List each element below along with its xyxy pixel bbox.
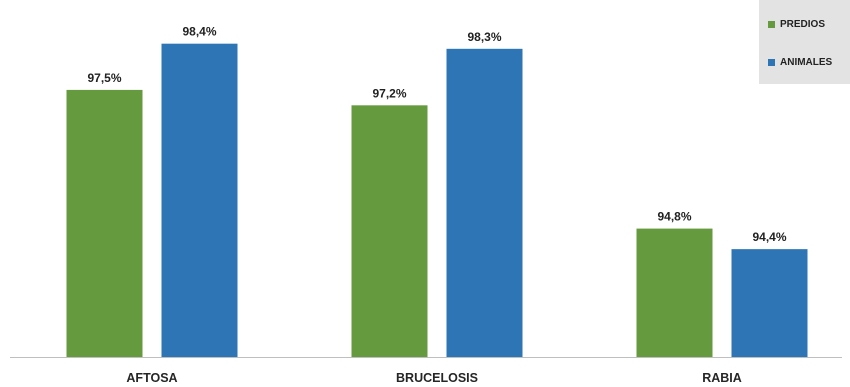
legend-item-animales: ANIMALES: [768, 57, 832, 68]
legend-label-animales: ANIMALES: [780, 57, 833, 68]
legend: PREDIOS ANIMALES: [759, 0, 850, 84]
bar-brucelosis-animales: [446, 48, 523, 358]
bar-aftosa-predios: [66, 89, 143, 357]
data-label-aftosa-animales: 98,4%: [182, 25, 216, 39]
bar-rabia-predios: [636, 228, 713, 357]
category-label-brucelosis: BRUCELOSIS: [396, 371, 478, 385]
data-label-brucelosis-predios: 97,2%: [372, 86, 406, 100]
legend-item-predios: PREDIOS: [768, 19, 825, 30]
bar-aftosa-animales: [161, 43, 238, 357]
data-label-aftosa-predios: 97,5%: [87, 71, 121, 85]
category-label-rabia: RABIA: [702, 371, 742, 385]
legend-swatch-predios: [768, 21, 775, 28]
bar-brucelosis-predios: [351, 105, 428, 358]
data-label-rabia-animales: 94,4%: [752, 230, 786, 244]
data-label-rabia-predios: 94,8%: [657, 210, 691, 224]
legend-label-predios: PREDIOS: [780, 19, 826, 30]
bar-rabia-animales: [731, 249, 808, 357]
data-label-brucelosis-animales: 98,3%: [467, 30, 501, 44]
legend-swatch-animales: [768, 59, 775, 66]
category-label-aftosa: AFTOSA: [126, 371, 177, 385]
